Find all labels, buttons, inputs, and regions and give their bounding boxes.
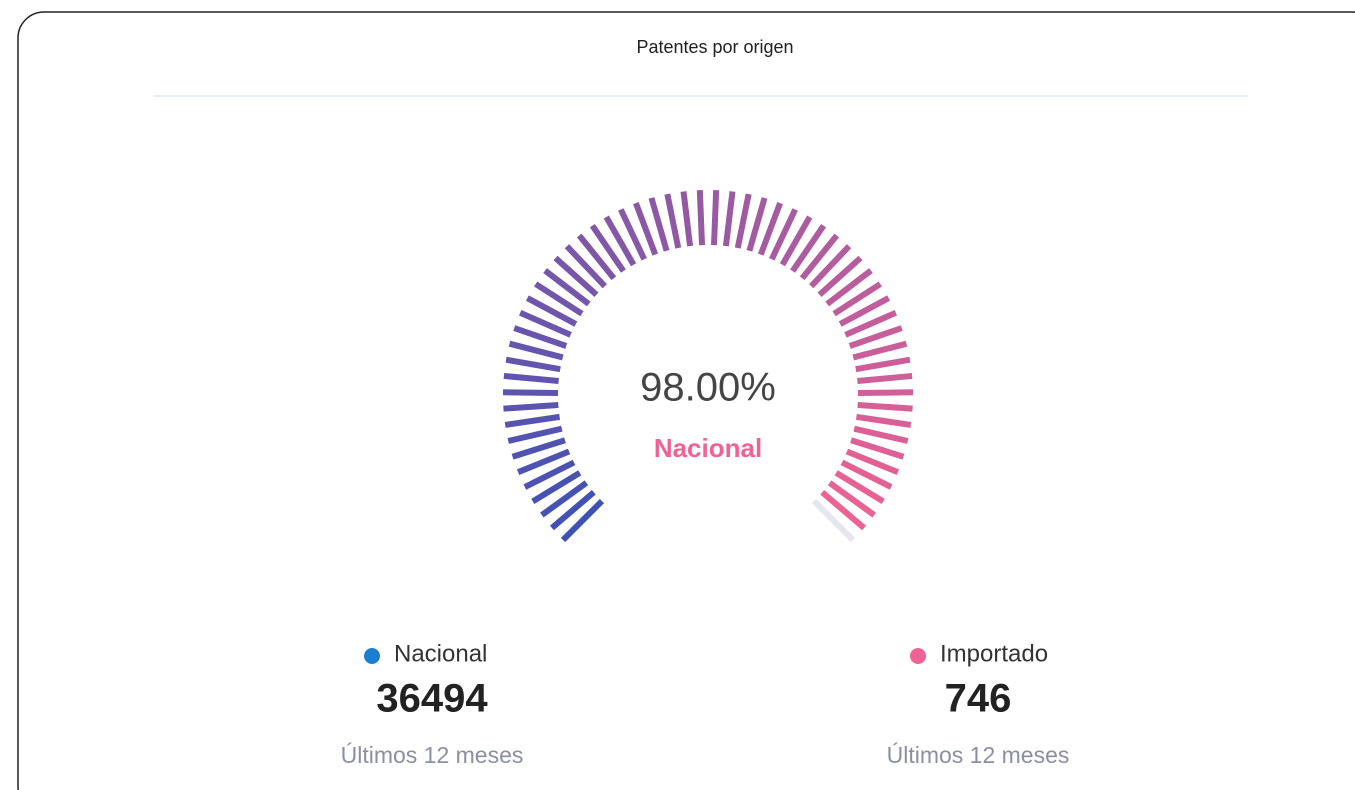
gauge-segment — [543, 268, 591, 307]
legend-label: Importado — [940, 640, 1048, 667]
legend-dot — [364, 648, 380, 664]
gauge-segment — [857, 389, 914, 397]
gauge-segment — [504, 413, 561, 428]
gauge-segment — [534, 281, 584, 317]
gauge-segment — [850, 437, 905, 460]
gauge-segment — [852, 340, 908, 361]
gauge-segment — [523, 459, 576, 490]
gauge-segment — [853, 425, 909, 444]
gauge-segment — [540, 480, 589, 518]
gauge-segment — [589, 224, 626, 273]
gauge-segment — [734, 193, 752, 249]
gauge-segment — [845, 448, 900, 475]
gauge-segment — [811, 498, 856, 543]
gauge-segment — [531, 470, 582, 504]
gauge-segment — [696, 190, 706, 246]
gauge-segment — [855, 356, 911, 373]
gauge-segment — [648, 197, 670, 252]
gauge-label: Nacional — [654, 433, 762, 463]
gauge-segment — [603, 215, 637, 267]
gauge-segment — [827, 480, 876, 518]
chart-title: Patentes por origen — [636, 37, 793, 57]
gauge-segment — [664, 193, 682, 249]
legend-dot — [910, 648, 926, 664]
gauge-segment — [790, 224, 827, 273]
gauge-segment — [513, 325, 568, 349]
gauge-segment — [503, 372, 559, 385]
gauge-segment — [746, 197, 768, 252]
summary-value: 36494 — [376, 677, 488, 721]
gauge-segment — [511, 437, 566, 460]
gauge-segment — [855, 413, 912, 428]
summary-period: Últimos 12 meses — [341, 742, 524, 768]
gauge-segment — [809, 244, 852, 289]
gauge-segment — [503, 401, 559, 412]
gauge-segment — [505, 356, 561, 373]
gauge-segment — [817, 255, 863, 297]
gauge-segment — [857, 401, 913, 412]
gauge-segment — [507, 425, 563, 444]
gauge-segment — [757, 202, 783, 256]
legend-label: Nacional — [394, 640, 487, 667]
summary-value: 746 — [945, 677, 1012, 721]
gauge-segment — [848, 325, 903, 349]
gauge-segment — [576, 233, 617, 281]
gauge-segment — [844, 310, 897, 338]
gauge-segment — [838, 295, 891, 327]
card — [17, 11, 1355, 790]
gauge-segment — [618, 208, 647, 261]
gauge-segment — [799, 233, 840, 281]
gauge-segment — [516, 448, 571, 475]
gauge-segment — [680, 191, 694, 247]
gauge-segment — [549, 489, 596, 531]
gauge-segment — [779, 215, 813, 267]
summary-period: Últimos 12 meses — [887, 742, 1070, 768]
gauge-segment — [502, 389, 559, 397]
gauge-segment — [722, 191, 736, 247]
gauge-segment — [832, 281, 882, 317]
gauge-segment — [525, 295, 578, 327]
gauge-segment — [840, 459, 893, 490]
gauge-segment — [820, 489, 867, 531]
gauge-segment — [508, 340, 564, 361]
gauge-segment — [769, 208, 798, 261]
gauge-segment — [710, 190, 720, 246]
gauge-segment — [834, 470, 885, 504]
gauge-segment — [553, 255, 599, 297]
gauge-segment — [857, 372, 913, 385]
gauge-value: 98.00% — [640, 366, 776, 410]
gauge-segment — [560, 498, 605, 543]
gauge-segment — [825, 268, 873, 307]
gauge-segment — [564, 244, 607, 289]
gauge-segment — [633, 202, 659, 256]
gauge-segment — [519, 310, 572, 338]
